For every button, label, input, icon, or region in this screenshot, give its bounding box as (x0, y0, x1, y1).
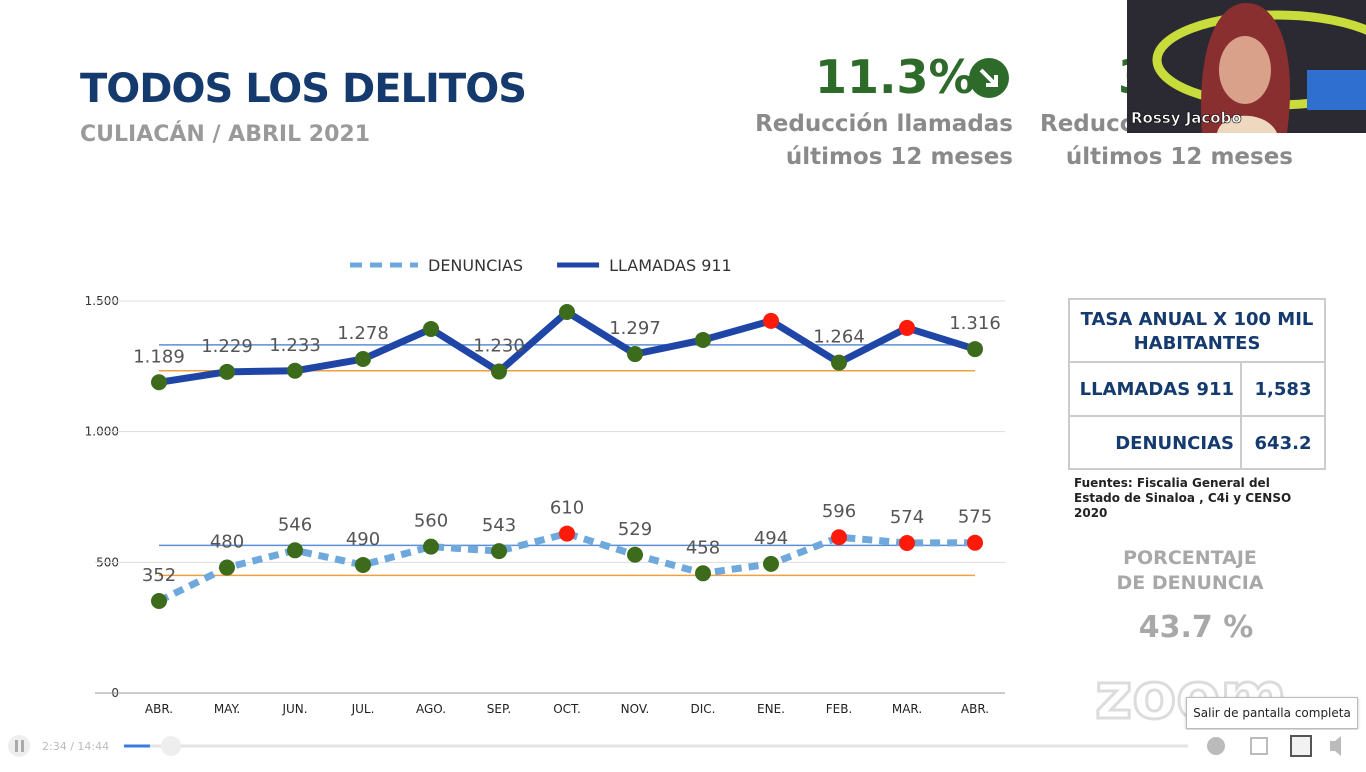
tooltip: Salir de pantalla completa (1186, 697, 1358, 729)
x-tick-label: NOV. (621, 702, 650, 716)
data-point (763, 312, 779, 329)
data-point (967, 534, 983, 551)
data-label: 574 (890, 507, 924, 528)
data-point (695, 565, 711, 582)
kpi-label: Reducci últimos 12 meses (1040, 108, 1293, 174)
volume-button[interactable] (1330, 736, 1341, 756)
x-tick-label: MAR. (892, 702, 922, 716)
x-tick-label: JUL. (351, 702, 375, 716)
percent-title-line: DE DENUNCIA (1116, 572, 1264, 594)
x-tick-label: DIC. (691, 702, 716, 716)
data-label: 596 (822, 501, 856, 522)
webcam: Rossy Jacobo (1127, 0, 1366, 133)
fullscreen-button[interactable] (1290, 735, 1312, 757)
data-point (695, 331, 711, 348)
legend-label: LLAMADAS 911 (609, 256, 732, 275)
data-label: 543 (482, 515, 516, 536)
x-tick-label: MAY. (214, 702, 240, 716)
participant-name: Rossy Jacobo (1131, 109, 1242, 127)
table-cell: DENUNCIAS (1070, 417, 1242, 469)
kpi-value: 11.3% (815, 50, 975, 104)
table-row: DENUNCIAS 643.2 (1070, 415, 1324, 469)
table-cell: LLAMADAS 911 (1070, 363, 1242, 415)
data-point (559, 525, 575, 542)
kpi-label-line: Reducción llamadas (755, 111, 1013, 137)
data-point (491, 543, 507, 560)
sources: Fuentes: Fiscalia General del Estado de … (1074, 476, 1292, 520)
data-label: 1.230 (473, 336, 525, 357)
table-cell: 1,583 (1254, 378, 1312, 400)
data-point (287, 362, 303, 379)
data-point (831, 529, 847, 546)
data-point (151, 374, 167, 391)
data-label: 610 (550, 498, 584, 519)
data-point (627, 346, 643, 363)
data-point (219, 363, 235, 380)
data-label: 1.189 (133, 346, 185, 367)
data-label: 1.233 (269, 335, 321, 356)
x-tick-label: SEP. (487, 702, 511, 716)
slide-subtitle: CULIACÁN / ABRIL 2021 (80, 122, 371, 147)
data-label: 352 (142, 565, 176, 586)
legend-label: DENUNCIAS (428, 256, 523, 275)
x-tick-label: FEB. (826, 702, 853, 716)
data-point (219, 559, 235, 576)
data-point (627, 546, 643, 563)
data-label: 575 (958, 507, 992, 528)
pip-button[interactable] (1250, 737, 1268, 755)
table-row: LLAMADAS 911 1,583 (1070, 363, 1324, 415)
data-label: 494 (754, 528, 788, 549)
kpi-arrow-icon (969, 58, 1009, 98)
play-button[interactable] (8, 735, 30, 757)
kpi-label-line: últimos 12 meses (1065, 144, 1293, 170)
data-label: 1.229 (201, 336, 253, 357)
kpi-label-line: Reducci (1040, 111, 1142, 137)
table-header: TASA ANUAL X 100 MIL HABITANTES (1070, 300, 1324, 363)
kpi-label-line: últimos 12 meses (785, 144, 1013, 170)
player-bar: 2:34 / 14:44 (0, 730, 1366, 768)
rate-table: TASA ANUAL X 100 MIL HABITANTES LLAMADAS… (1068, 298, 1326, 470)
x-tick-label: ABR. (145, 702, 173, 716)
data-label: 560 (414, 511, 448, 532)
zoom-button[interactable] (161, 736, 181, 756)
x-tick-label: OCT. (553, 702, 581, 716)
data-point (287, 542, 303, 559)
x-tick-label: ABR. (961, 702, 989, 716)
data-point (355, 351, 371, 368)
slide-title: TODOS LOS DELITOS (80, 66, 527, 112)
settings-button[interactable] (1207, 737, 1225, 755)
data-point (423, 320, 439, 337)
data-point (899, 319, 915, 336)
percent-title: PORCENTAJE DE DENUNCIA (1090, 546, 1290, 596)
data-point (831, 354, 847, 371)
data-label: 1.264 (813, 327, 865, 348)
data-point (151, 593, 167, 610)
data-label: 529 (618, 519, 652, 540)
x-tick-label: JUN. (281, 702, 307, 716)
data-point (899, 534, 915, 551)
x-tick-label: AGO. (416, 702, 446, 716)
data-label: 480 (210, 532, 244, 553)
data-point (423, 538, 439, 555)
data-point (491, 363, 507, 380)
data-point (355, 556, 371, 573)
data-label: 546 (278, 514, 312, 535)
data-point (763, 555, 779, 572)
player-controls: 2:34 / 14:44 (8, 735, 1341, 757)
x-tick-label: ENE. (757, 702, 785, 716)
data-label: 1.278 (337, 323, 389, 344)
data-point (967, 341, 983, 358)
table-cell: 643.2 (1254, 432, 1312, 454)
data-label: 490 (346, 529, 380, 550)
data-label: 458 (686, 537, 720, 558)
data-label: 1.297 (609, 318, 661, 339)
percent-value: 43.7 % (1138, 610, 1254, 645)
data-point (559, 303, 575, 320)
percent-title-line: PORCENTAJE (1123, 547, 1257, 569)
time: 2:34 / 14:44 (42, 740, 109, 753)
data-label: 1.316 (949, 313, 1001, 334)
kpi-label: Reducción llamadas últimos 12 meses (700, 108, 1013, 174)
